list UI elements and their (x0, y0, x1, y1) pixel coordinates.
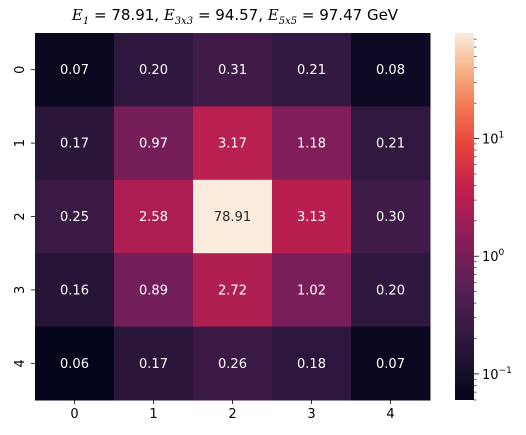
x-tick-label: 2 (228, 407, 236, 422)
cell-value-label: 0.31 (218, 63, 247, 78)
heatmap-cell (351, 179, 431, 254)
y-tick-label: 0 (13, 66, 28, 74)
cell-value-label: 1.02 (297, 283, 326, 298)
colorbar-tick-label: 100 (482, 248, 505, 265)
cell-value-label: 0.89 (139, 283, 168, 298)
cell-value-label: 0.21 (376, 137, 405, 152)
x-tick-label: 1 (149, 407, 157, 422)
cell-value-label: 0.17 (60, 137, 89, 152)
cell-value-label: 0.07 (376, 357, 405, 372)
heatmap-cell (193, 106, 273, 181)
heatmap-cells: 0.07 0.20 0.31 0.21 0.08 0.17 0.97 3.17 1.18 0.21… (35, 33, 431, 401)
heatmap-cell (351, 326, 431, 401)
cell-value-label: 0.97 (139, 137, 168, 152)
heatmap-cell (35, 106, 115, 181)
heatmap-cell (272, 253, 352, 328)
chart-title: E1 = 78.91, E3x3 = 94.57, E5x5 = 97.47 G… (71, 6, 399, 27)
cell-value-label: 0.08 (376, 63, 405, 78)
heatmap-cell (114, 179, 194, 254)
heatmap-cell (35, 253, 115, 328)
colorbar-tick-label: 10−1 (482, 366, 512, 383)
y-tick-label: 2 (13, 212, 28, 220)
cell-value-label: 2.72 (218, 283, 247, 298)
cell-value-label: 1.18 (297, 137, 326, 152)
heatmap-cell (35, 326, 115, 401)
heatmap-cell (193, 253, 273, 328)
heatmap-cell (351, 106, 431, 181)
x-tick-label: 3 (307, 407, 315, 422)
cell-value-label: 0.26 (218, 357, 247, 372)
heatmap-cell (114, 326, 194, 401)
cell-value-label: 0.25 (60, 210, 89, 225)
x-axis: 0 1 2 3 4 (70, 400, 395, 422)
cell-value-label: 0.30 (376, 210, 405, 225)
y-axis: 0 1 2 3 4 (13, 66, 35, 367)
cell-value-label: 0.20 (139, 63, 168, 78)
heatmap-cell (35, 179, 115, 254)
cell-value-label: 0.18 (297, 357, 326, 372)
cell-value-label: 0.06 (60, 357, 89, 372)
colorbar-axis: 10−1 100 101 (474, 38, 512, 401)
cell-value-label: 2.58 (139, 210, 168, 225)
cell-value-label: 0.07 (60, 63, 89, 78)
x-tick-label: 4 (386, 407, 394, 422)
y-tick-label: 3 (13, 286, 28, 294)
cell-value-label: 78.91 (214, 210, 251, 225)
heatmap-cell (114, 106, 194, 181)
cell-value-label: 0.21 (297, 63, 326, 78)
heatmap-cell (272, 326, 352, 401)
heatmap-cell (351, 33, 431, 107)
heatmap-cell (35, 33, 115, 107)
cell-value-label: 0.20 (376, 283, 405, 298)
heatmap-cell (272, 106, 352, 181)
cell-value-label: 0.17 (139, 357, 168, 372)
heatmap-cell (114, 33, 194, 107)
heatmap-cell (272, 33, 352, 107)
colorbar-tick-label: 101 (482, 131, 504, 148)
y-tick-label: 1 (13, 139, 28, 147)
heatmap-cell (351, 253, 431, 328)
heatmap-cell (193, 326, 273, 401)
cell-value-label: 3.13 (297, 210, 326, 225)
heatmap-cell (272, 179, 352, 254)
heatmap-cell (114, 253, 194, 328)
colorbar (455, 33, 474, 400)
heatmap-cell (193, 179, 273, 254)
cell-value-label: 3.17 (218, 137, 247, 152)
y-tick-label: 4 (13, 359, 28, 367)
cell-value-label: 0.16 (60, 283, 89, 298)
x-tick-label: 0 (70, 407, 78, 422)
heatmap-cell (193, 33, 273, 107)
